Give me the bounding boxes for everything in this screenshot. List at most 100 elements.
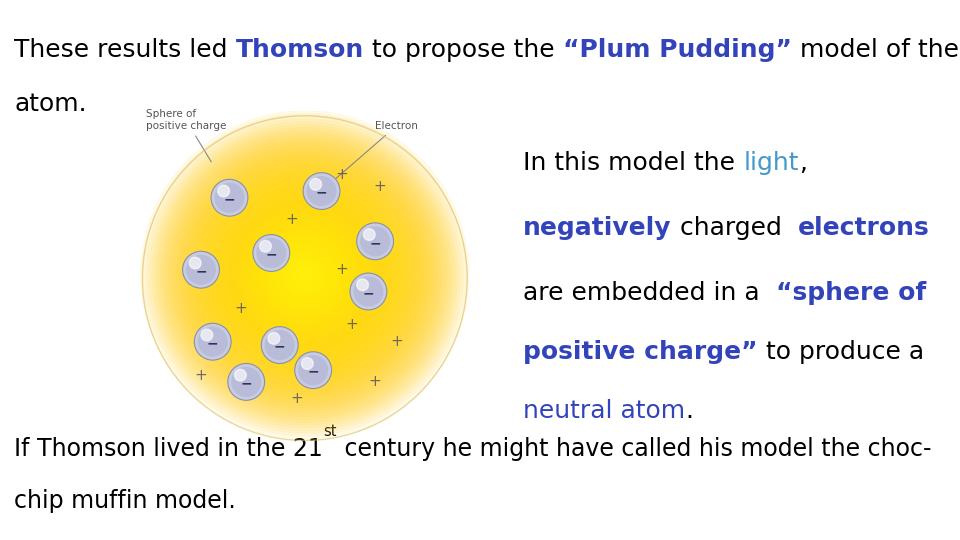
Circle shape — [360, 226, 390, 256]
Circle shape — [252, 234, 290, 272]
Circle shape — [169, 138, 441, 411]
Text: Sphere of
positive charge: Sphere of positive charge — [146, 109, 227, 162]
Circle shape — [259, 240, 272, 252]
Text: −: − — [195, 265, 206, 279]
Text: st: st — [324, 424, 337, 439]
Circle shape — [197, 166, 413, 383]
Circle shape — [306, 176, 337, 206]
Text: .: . — [685, 400, 693, 423]
Text: If Thomson lived in the 21: If Thomson lived in the 21 — [14, 437, 324, 461]
Text: are embedded in a: are embedded in a — [523, 281, 776, 305]
Circle shape — [174, 144, 436, 406]
Circle shape — [207, 178, 402, 372]
Circle shape — [266, 236, 344, 314]
Circle shape — [155, 125, 455, 425]
Circle shape — [201, 329, 213, 341]
Circle shape — [234, 369, 246, 381]
Text: +: + — [235, 301, 248, 316]
Text: In this model the: In this model the — [523, 151, 743, 175]
Text: +: + — [195, 368, 207, 383]
Circle shape — [263, 233, 347, 316]
Circle shape — [199, 169, 411, 380]
Circle shape — [275, 244, 335, 305]
Circle shape — [160, 130, 449, 420]
Text: +: + — [373, 179, 387, 193]
Text: Electron: Electron — [324, 121, 418, 189]
Circle shape — [218, 185, 229, 197]
Text: −: − — [224, 192, 235, 206]
Circle shape — [244, 214, 366, 336]
Circle shape — [288, 258, 322, 292]
Circle shape — [350, 273, 387, 310]
Circle shape — [261, 327, 299, 363]
Text: −: − — [266, 248, 277, 262]
Circle shape — [277, 247, 332, 302]
Text: “sphere of: “sphere of — [776, 281, 926, 305]
Circle shape — [269, 239, 341, 311]
Text: to propose the: to propose the — [364, 38, 563, 62]
Text: +: + — [335, 262, 348, 277]
Circle shape — [241, 211, 369, 339]
Text: +: + — [335, 167, 348, 182]
Text: −: − — [316, 186, 327, 200]
Circle shape — [185, 155, 424, 394]
Circle shape — [250, 219, 360, 330]
Circle shape — [232, 202, 377, 347]
Circle shape — [216, 186, 394, 364]
Circle shape — [219, 188, 391, 361]
Text: neutral atom: neutral atom — [523, 400, 685, 423]
Circle shape — [152, 122, 458, 428]
Circle shape — [231, 367, 261, 397]
Circle shape — [265, 330, 295, 360]
Text: −: − — [207, 336, 219, 350]
Circle shape — [222, 191, 388, 358]
Circle shape — [157, 127, 452, 422]
Circle shape — [210, 180, 399, 369]
Text: +: + — [369, 374, 381, 389]
Circle shape — [247, 217, 363, 333]
Circle shape — [357, 223, 394, 260]
Circle shape — [260, 230, 349, 319]
Circle shape — [213, 183, 396, 367]
Circle shape — [353, 276, 383, 307]
Text: light: light — [743, 151, 799, 175]
Circle shape — [182, 251, 220, 288]
Circle shape — [282, 253, 327, 297]
Circle shape — [204, 174, 405, 375]
Circle shape — [171, 141, 439, 408]
Circle shape — [297, 266, 313, 283]
Text: ,: , — [799, 151, 806, 175]
Circle shape — [357, 279, 369, 291]
Circle shape — [202, 172, 408, 377]
Circle shape — [294, 264, 316, 286]
Circle shape — [180, 150, 430, 400]
Circle shape — [300, 269, 310, 280]
Circle shape — [229, 200, 380, 350]
Circle shape — [272, 241, 338, 308]
Text: chip muffin model.: chip muffin model. — [14, 489, 236, 512]
Circle shape — [238, 208, 372, 341]
Text: “Plum Pudding”: “Plum Pudding” — [563, 38, 792, 62]
Circle shape — [144, 113, 466, 436]
Circle shape — [268, 333, 279, 344]
Circle shape — [214, 183, 245, 213]
Text: to produce a: to produce a — [757, 340, 924, 364]
Text: +: + — [391, 334, 403, 349]
Text: −: − — [240, 376, 252, 390]
Circle shape — [364, 229, 375, 240]
Circle shape — [285, 255, 324, 294]
Circle shape — [254, 225, 355, 325]
Circle shape — [182, 152, 427, 397]
Text: atom.: atom. — [14, 92, 87, 116]
Circle shape — [291, 261, 319, 289]
Circle shape — [186, 255, 216, 285]
Circle shape — [188, 158, 421, 392]
Text: electrons: electrons — [798, 216, 929, 240]
Circle shape — [302, 272, 307, 278]
Text: positive charge”: positive charge” — [523, 340, 757, 364]
Text: −: − — [370, 236, 381, 250]
Text: −: − — [274, 340, 285, 354]
Text: −: − — [363, 286, 374, 300]
Text: Thomson: Thomson — [236, 38, 364, 62]
Text: These results led: These results led — [14, 38, 236, 62]
